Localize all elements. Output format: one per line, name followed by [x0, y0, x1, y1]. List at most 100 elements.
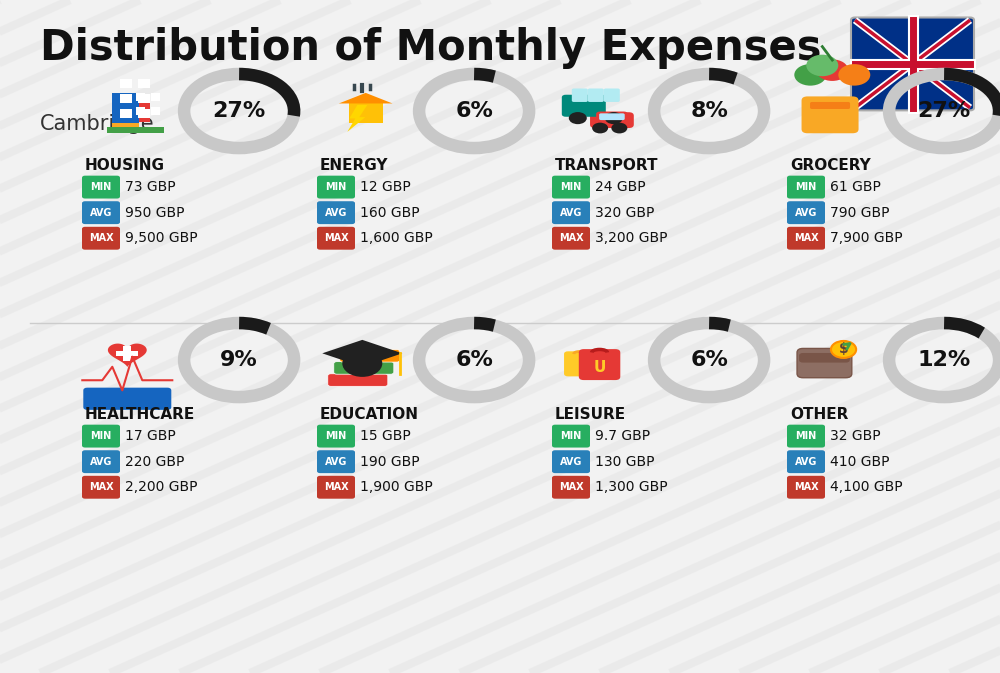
FancyBboxPatch shape	[82, 176, 120, 199]
FancyBboxPatch shape	[120, 94, 132, 103]
FancyBboxPatch shape	[123, 346, 131, 361]
FancyBboxPatch shape	[787, 201, 825, 224]
FancyBboxPatch shape	[340, 349, 400, 362]
FancyBboxPatch shape	[151, 94, 160, 102]
Text: MAX: MAX	[324, 234, 348, 243]
Text: AVG: AVG	[795, 208, 817, 217]
FancyBboxPatch shape	[787, 476, 825, 499]
Polygon shape	[339, 93, 393, 104]
FancyBboxPatch shape	[317, 201, 355, 224]
Polygon shape	[347, 105, 367, 132]
FancyBboxPatch shape	[579, 349, 620, 380]
FancyBboxPatch shape	[328, 374, 388, 386]
FancyBboxPatch shape	[317, 476, 355, 499]
Text: 130 GBP: 130 GBP	[595, 455, 655, 468]
Circle shape	[569, 112, 587, 124]
Text: 410 GBP: 410 GBP	[830, 455, 890, 468]
Text: 61 GBP: 61 GBP	[830, 180, 881, 194]
FancyBboxPatch shape	[787, 425, 825, 448]
FancyBboxPatch shape	[82, 201, 120, 224]
FancyBboxPatch shape	[797, 349, 852, 378]
Text: HEALTHCARE: HEALTHCARE	[85, 407, 195, 422]
Text: 790 GBP: 790 GBP	[830, 206, 890, 219]
Text: MAX: MAX	[324, 483, 348, 492]
FancyBboxPatch shape	[317, 450, 355, 473]
Text: MIN: MIN	[90, 182, 112, 192]
FancyBboxPatch shape	[552, 425, 590, 448]
Text: 7,900 GBP: 7,900 GBP	[830, 232, 903, 245]
FancyBboxPatch shape	[82, 227, 120, 250]
FancyBboxPatch shape	[116, 351, 138, 356]
Circle shape	[816, 59, 848, 81]
Text: TRANSPORT: TRANSPORT	[555, 158, 658, 173]
Text: 1,600 GBP: 1,600 GBP	[360, 232, 433, 245]
Text: AVG: AVG	[325, 457, 347, 466]
Text: OTHER: OTHER	[790, 407, 848, 422]
FancyBboxPatch shape	[572, 89, 588, 102]
Circle shape	[342, 350, 382, 377]
Text: MIN: MIN	[795, 182, 817, 192]
FancyBboxPatch shape	[810, 102, 850, 109]
Text: AVG: AVG	[560, 457, 582, 466]
Polygon shape	[108, 344, 147, 367]
Text: $: $	[839, 343, 848, 357]
FancyBboxPatch shape	[82, 450, 120, 473]
Text: 32 GBP: 32 GBP	[830, 429, 881, 443]
Text: GROCERY: GROCERY	[790, 158, 871, 173]
FancyBboxPatch shape	[349, 104, 383, 123]
Text: 6%: 6%	[455, 101, 493, 121]
FancyBboxPatch shape	[552, 227, 590, 250]
FancyBboxPatch shape	[851, 17, 974, 110]
Text: 24 GBP: 24 GBP	[595, 180, 646, 194]
Circle shape	[794, 64, 826, 85]
Text: AVG: AVG	[325, 208, 347, 217]
Text: MIN: MIN	[325, 182, 347, 192]
Text: MIN: MIN	[560, 182, 582, 192]
FancyBboxPatch shape	[787, 450, 825, 473]
FancyBboxPatch shape	[138, 94, 150, 103]
Text: MAX: MAX	[89, 234, 113, 243]
FancyBboxPatch shape	[136, 107, 145, 115]
Text: 1,300 GBP: 1,300 GBP	[595, 481, 668, 494]
Text: 1,900 GBP: 1,900 GBP	[360, 481, 433, 494]
Text: MIN: MIN	[90, 431, 112, 441]
FancyBboxPatch shape	[130, 99, 150, 122]
Text: LEISURE: LEISURE	[555, 407, 626, 422]
FancyBboxPatch shape	[799, 353, 850, 363]
FancyBboxPatch shape	[317, 176, 355, 199]
Text: MIN: MIN	[325, 431, 347, 441]
Text: 320 GBP: 320 GBP	[595, 206, 654, 219]
Text: AVG: AVG	[90, 457, 112, 466]
FancyBboxPatch shape	[82, 425, 120, 448]
Text: MIN: MIN	[560, 431, 582, 441]
Text: 9.7 GBP: 9.7 GBP	[595, 429, 650, 443]
FancyBboxPatch shape	[120, 108, 132, 118]
Text: ENERGY: ENERGY	[320, 158, 388, 173]
Text: AVG: AVG	[560, 208, 582, 217]
FancyBboxPatch shape	[552, 450, 590, 473]
FancyBboxPatch shape	[552, 176, 590, 199]
FancyBboxPatch shape	[599, 113, 625, 120]
FancyBboxPatch shape	[596, 112, 628, 122]
Text: Cambridge: Cambridge	[40, 114, 155, 135]
Text: U: U	[593, 360, 606, 375]
Circle shape	[592, 122, 608, 133]
FancyBboxPatch shape	[787, 176, 825, 199]
FancyBboxPatch shape	[802, 96, 859, 133]
Text: 2,200 GBP: 2,200 GBP	[125, 481, 198, 494]
Text: HOUSING: HOUSING	[85, 158, 165, 173]
FancyBboxPatch shape	[120, 79, 132, 89]
Text: AVG: AVG	[90, 208, 112, 217]
FancyBboxPatch shape	[107, 127, 164, 133]
FancyBboxPatch shape	[604, 89, 620, 102]
FancyBboxPatch shape	[317, 227, 355, 250]
Circle shape	[611, 122, 627, 133]
Text: 9%: 9%	[220, 350, 258, 370]
Text: 190 GBP: 190 GBP	[360, 455, 420, 468]
Text: MAX: MAX	[89, 483, 113, 492]
Text: 12%: 12%	[917, 350, 971, 370]
Text: 27%: 27%	[212, 101, 266, 121]
FancyBboxPatch shape	[334, 361, 394, 374]
FancyBboxPatch shape	[136, 94, 145, 102]
Text: 3,200 GBP: 3,200 GBP	[595, 232, 668, 245]
